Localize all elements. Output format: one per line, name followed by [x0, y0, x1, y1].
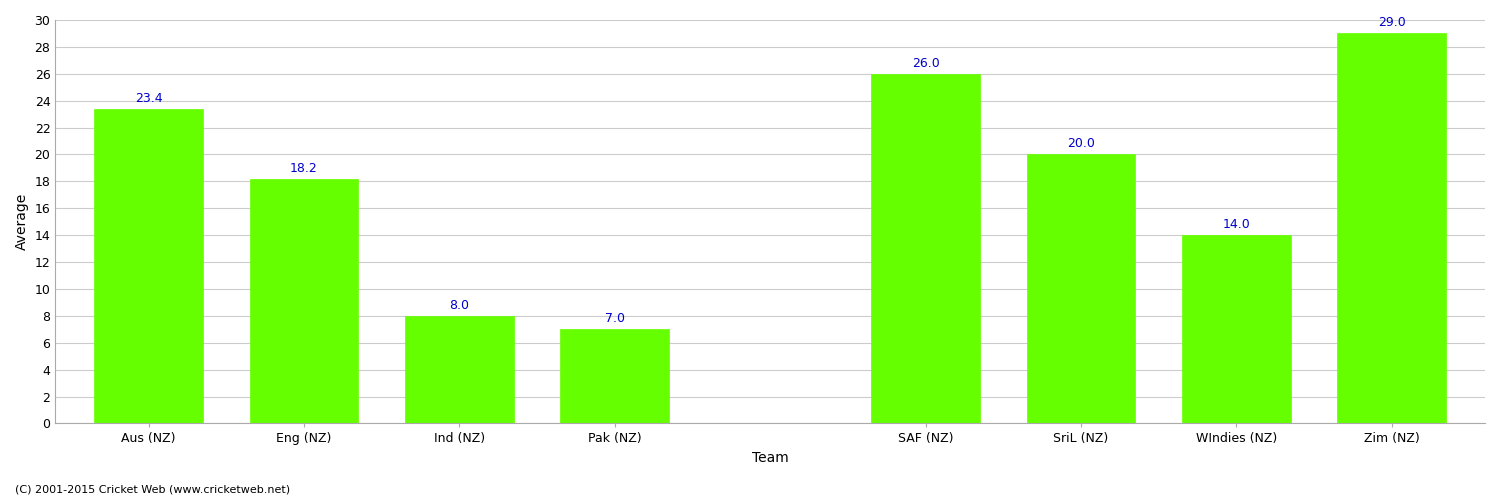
Text: 20.0: 20.0 — [1066, 138, 1095, 150]
Bar — [405, 316, 513, 424]
Bar — [871, 74, 980, 424]
Bar — [94, 109, 202, 424]
Bar — [1338, 34, 1446, 424]
Y-axis label: Average: Average — [15, 193, 28, 250]
Bar — [1026, 154, 1136, 424]
Text: 26.0: 26.0 — [912, 57, 939, 70]
Bar — [561, 330, 669, 424]
Text: 23.4: 23.4 — [135, 92, 162, 104]
Text: (C) 2001-2015 Cricket Web (www.cricketweb.net): (C) 2001-2015 Cricket Web (www.cricketwe… — [15, 485, 290, 495]
Text: 18.2: 18.2 — [290, 162, 318, 174]
X-axis label: Team: Team — [752, 451, 789, 465]
Bar — [1182, 235, 1290, 424]
Text: 8.0: 8.0 — [450, 299, 470, 312]
Text: 7.0: 7.0 — [604, 312, 624, 326]
Bar — [249, 178, 358, 424]
Text: 29.0: 29.0 — [1378, 16, 1406, 30]
Text: 14.0: 14.0 — [1222, 218, 1250, 231]
